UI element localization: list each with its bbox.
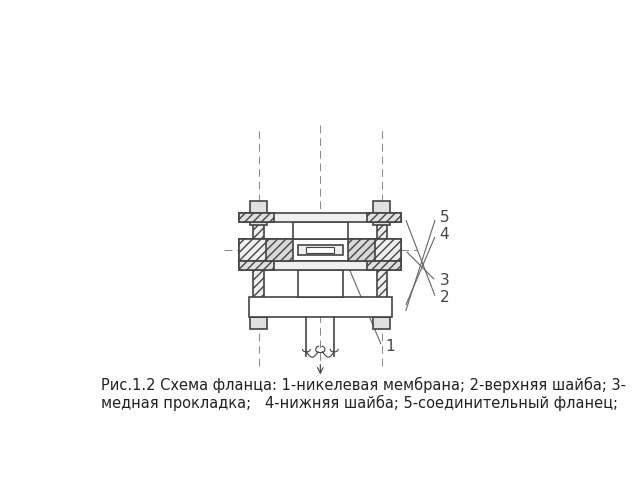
Bar: [373, 317, 390, 329]
Bar: [266, 240, 292, 261]
Bar: [298, 270, 342, 297]
Bar: [239, 261, 401, 270]
Bar: [239, 261, 274, 270]
Bar: [250, 213, 267, 226]
Bar: [250, 297, 392, 317]
Bar: [367, 213, 401, 222]
Bar: [373, 213, 390, 226]
Text: 3: 3: [440, 274, 449, 288]
Bar: [250, 305, 267, 317]
Bar: [367, 240, 401, 261]
Bar: [373, 305, 390, 317]
Bar: [298, 245, 342, 255]
Text: Рис.1.2 Схема фланца: 1-никелевая мембрана; 2-верхняя шайба; 3-: Рис.1.2 Схема фланца: 1-никелевая мембра…: [101, 377, 626, 393]
Bar: [250, 317, 267, 329]
Bar: [367, 261, 401, 270]
Text: 2: 2: [440, 290, 449, 305]
Bar: [307, 247, 334, 253]
Text: медная прокладка;   4-нижняя шайба; 5-соединительный фланец;: медная прокладка; 4-нижняя шайба; 5-соед…: [101, 395, 618, 411]
Bar: [376, 213, 387, 317]
Bar: [253, 213, 264, 317]
Bar: [348, 240, 375, 261]
Bar: [239, 240, 401, 261]
Bar: [250, 201, 267, 213]
Bar: [239, 240, 274, 261]
Bar: [292, 222, 348, 240]
Bar: [239, 213, 401, 222]
Bar: [373, 201, 390, 213]
Text: 5: 5: [440, 210, 449, 225]
Text: 4: 4: [440, 227, 449, 242]
Text: 1: 1: [386, 339, 396, 354]
Bar: [239, 213, 274, 222]
